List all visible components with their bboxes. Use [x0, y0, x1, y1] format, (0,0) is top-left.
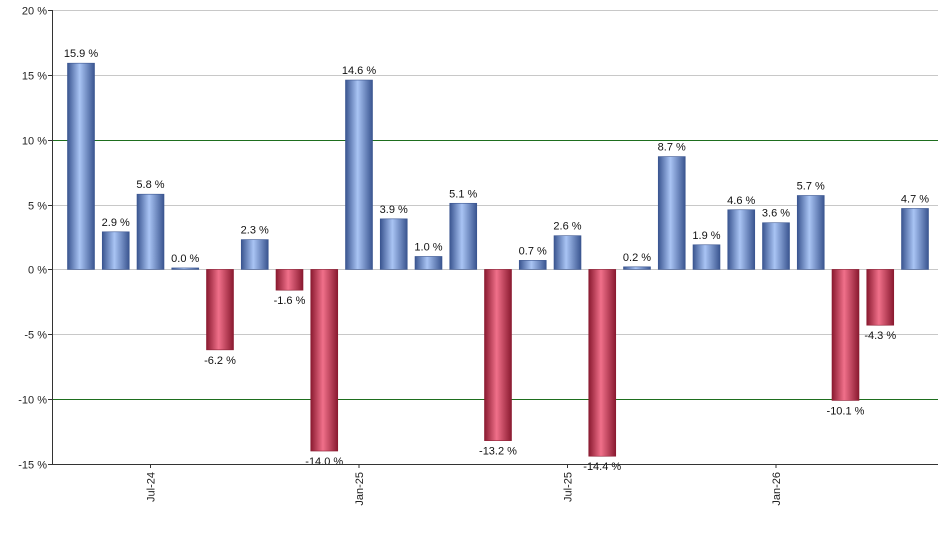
data-label-1: 2.9 % [102, 217, 130, 229]
bar-15 [588, 269, 617, 457]
data-labels: 15.9 % 2.9 % 5.8 % 0.0 % -6.2 % 2.3 % -1.6 % -1… [64, 48, 929, 473]
bar-6 [275, 269, 304, 291]
bar-11 [449, 202, 478, 270]
bar-10 [414, 256, 443, 270]
data-label-12: -13.2 % [479, 446, 517, 458]
data-label-3: 0.0 % [171, 253, 199, 265]
y-tick-label: 20 % [22, 6, 47, 18]
y-tick-label: 0 % [28, 265, 47, 277]
data-label-19: 4.6 % [727, 195, 755, 207]
bar-4 [206, 269, 234, 351]
y-tick-label: -15 % [18, 460, 47, 472]
bar-22 [831, 269, 860, 401]
y-tick-label: -10 % [18, 395, 47, 407]
data-label-20: 3.6 % [762, 208, 790, 220]
bar-20 [762, 222, 790, 270]
bar-1 [101, 231, 130, 270]
data-label-8: 14.6 % [342, 65, 376, 77]
y-tick-label: -5 % [24, 330, 47, 342]
data-label-22: -10.1 % [827, 405, 865, 417]
bar-23 [866, 269, 895, 326]
bar-21 [796, 195, 825, 270]
x-tick-label: Jul-24 [146, 472, 158, 502]
bar-18 [692, 244, 721, 270]
data-label-17: 8.7 % [658, 142, 686, 154]
x-tick-label: Jan-25 [354, 472, 366, 506]
bar-2 [136, 193, 165, 270]
data-label-9: 3.9 % [380, 204, 408, 216]
y-tick-label: 5 % [28, 201, 47, 213]
data-label-16: 0.2 % [623, 252, 651, 264]
x-tick-label: Jul-25 [563, 472, 575, 502]
data-label-23: -4.3 % [864, 330, 896, 342]
bar-5 [240, 239, 269, 270]
bars [67, 62, 929, 457]
bar-7 [310, 269, 339, 452]
bar-14 [553, 235, 582, 270]
y-tick-label: 10 % [22, 136, 47, 148]
data-label-15: -14.4 % [583, 461, 621, 473]
bar-8 [345, 79, 373, 270]
bar-24 [901, 208, 929, 270]
bar-9 [379, 218, 408, 270]
y-tick-label: 15 % [22, 71, 47, 83]
data-label-11: 5.1 % [449, 188, 477, 200]
x-axis: Jul-24 Jan-25 Jul-25 Jan-26 [52, 464, 938, 506]
data-label-7: -14.0 % [305, 456, 343, 468]
data-label-6: -1.6 % [274, 295, 306, 307]
data-label-10: 1.0 % [414, 241, 442, 253]
bar-12 [484, 269, 512, 441]
bar-19 [727, 209, 756, 270]
data-label-13: 0.7 % [519, 245, 547, 257]
data-label-5: 2.3 % [241, 225, 269, 237]
data-label-18: 1.9 % [692, 230, 720, 242]
bar-16 [623, 266, 651, 270]
bar-13 [518, 260, 547, 270]
data-label-4: -6.2 % [204, 355, 236, 367]
data-label-21: 5.7 % [797, 180, 825, 192]
x-tick-label: Jan-26 [771, 472, 783, 506]
bar-17 [657, 156, 686, 270]
bar-0 [67, 62, 95, 270]
data-label-24: 4.7 % [901, 193, 929, 205]
data-label-14: 2.6 % [553, 221, 581, 233]
data-label-2: 5.8 % [136, 179, 164, 191]
bar-3 [171, 267, 200, 270]
y-axis: 20 % 15 % 10 % 5 % 0 % -5 % -10 % -15 % [18, 6, 53, 472]
data-label-0: 15.9 % [64, 48, 98, 60]
